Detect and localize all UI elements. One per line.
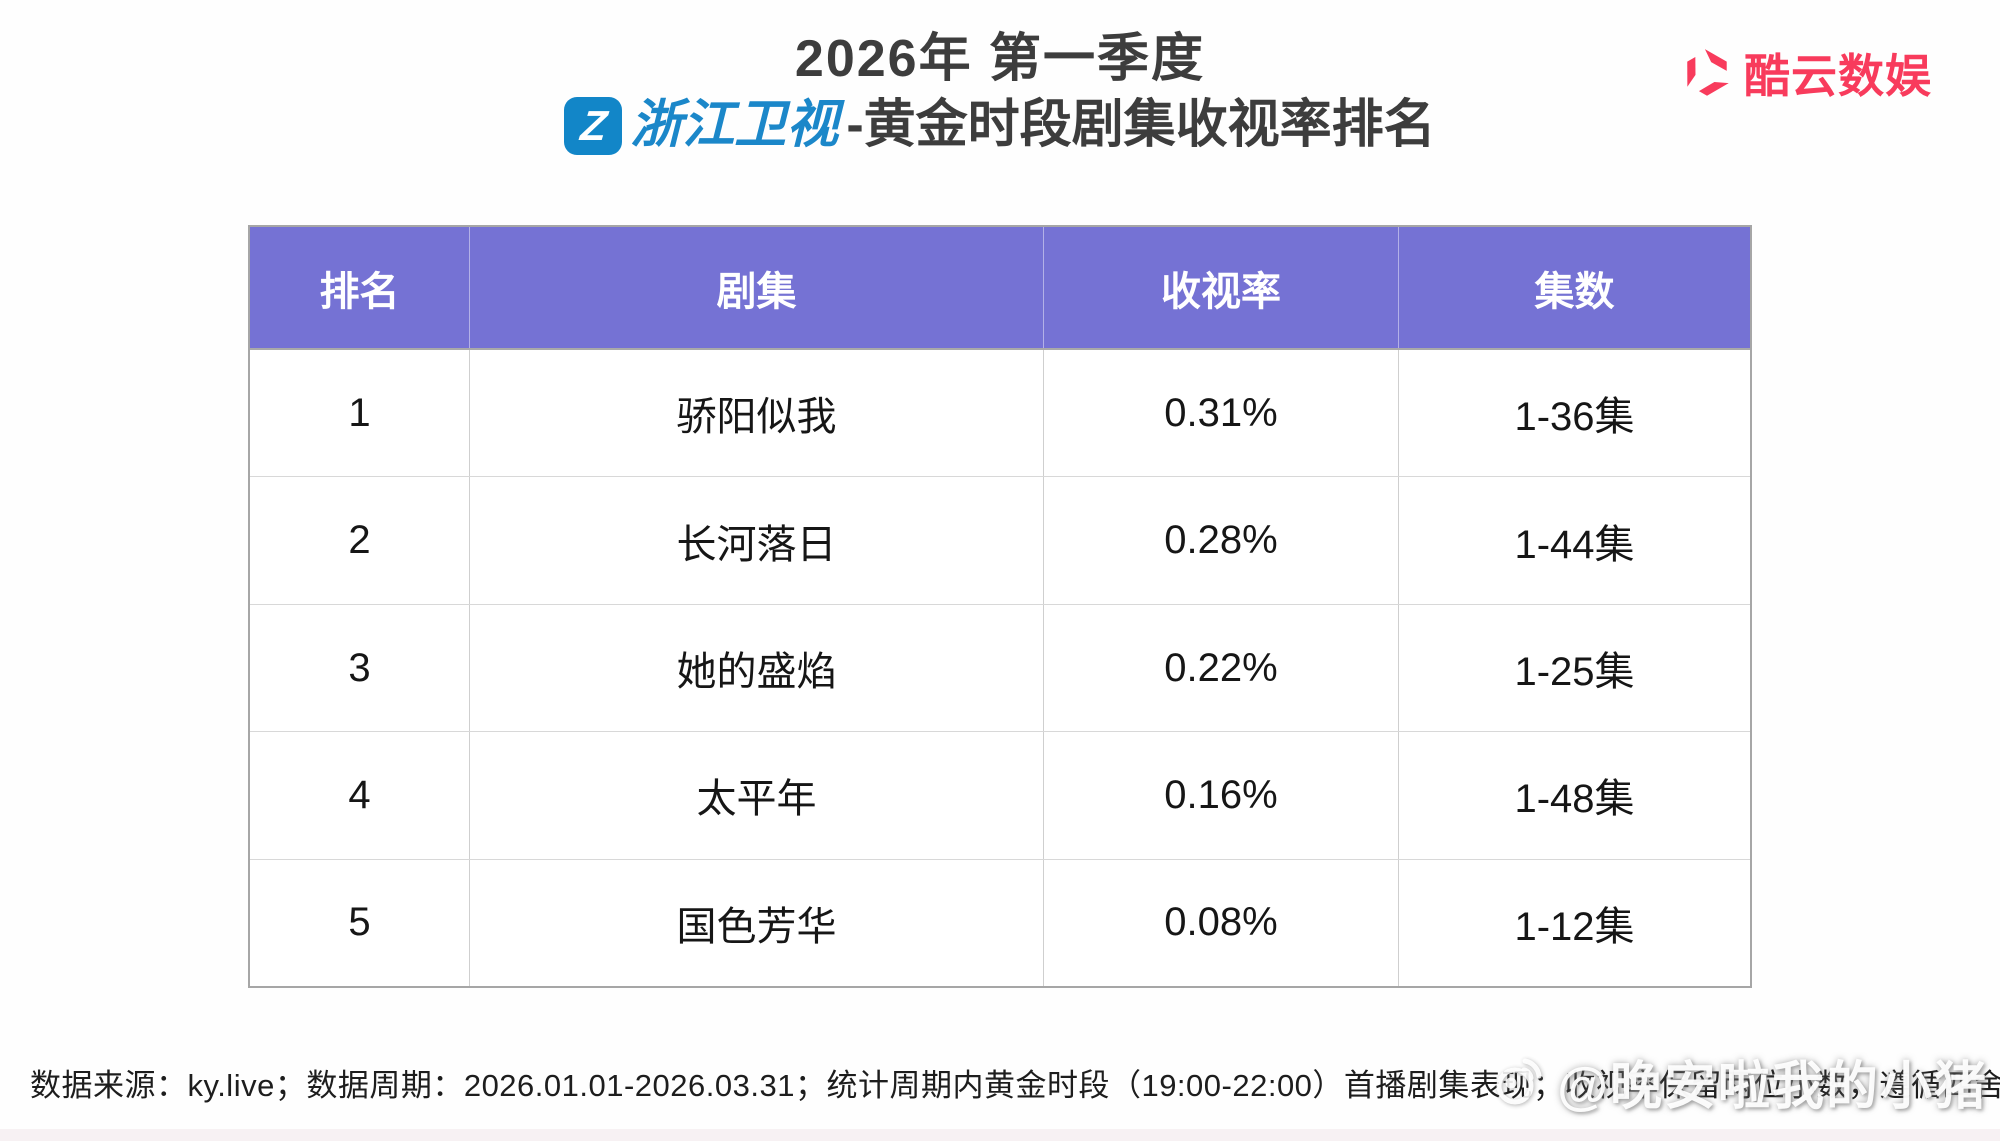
table-header-row: 排名 剧集 收视率 集数 — [250, 227, 1750, 350]
cell-rank: 5 — [250, 859, 470, 987]
table-row: 1 骄阳似我 0.31% 1-36集 — [250, 350, 1750, 478]
cell-episodes: 1-44集 — [1514, 522, 1635, 567]
kuyun-brand-name: 酷云数娱 — [1744, 50, 1932, 102]
bottom-strip — [0, 1129, 2000, 1141]
cell-rank: 1 — [250, 350, 470, 477]
ranking-table: 排名 剧集 收视率 集数 1 骄阳似我 0.31% 1-36集 2 长河落日 0… — [248, 225, 1752, 988]
kuyun-brand: 酷云数娱 — [1680, 40, 1932, 106]
cell-rating: 0.16% — [1044, 732, 1399, 859]
cell-episodes: 1-48集 — [1514, 777, 1635, 822]
kuyun-logo-icon — [1687, 49, 1729, 96]
cell-episodes: 1-36集 — [1514, 395, 1635, 440]
column-header-episodes: 集数 — [1534, 269, 1615, 314]
cell-rating: 0.31% — [1044, 350, 1399, 477]
column-header-rating: 收视率 — [1044, 227, 1399, 348]
page-title-line1: 2026年 第一季度 — [794, 30, 1206, 88]
cell-episodes: 1-12集 — [1514, 904, 1635, 949]
table-row: 3 她的盛焰 0.22% 1-25集 — [250, 604, 1750, 733]
cell-rating: 0.08% — [1044, 859, 1399, 987]
title-block: 2026年 第一季度 Z 浙江卫视 -黄金时段剧集收视率排名 — [0, 28, 2000, 157]
cell-drama: 国色芳华 — [470, 859, 1044, 987]
cell-rating: 0.22% — [1044, 604, 1399, 732]
page-title-line2-text: -黄金时段剧集收视率排名 — [846, 96, 1436, 155]
cell-rating: 0.28% — [1044, 477, 1399, 604]
channel-name: 浙江卫视 — [630, 96, 839, 155]
weibo-icon — [1496, 1058, 1542, 1104]
cell-rank: 4 — [250, 732, 470, 859]
cell-episodes: 1-25集 — [1514, 650, 1635, 695]
watermark-text: @晚安啦我的小猪 — [1557, 1058, 1988, 1116]
zhejiang-tv-logo-icon: Z — [564, 96, 623, 155]
zhejiang-tv-logo-letter: Z — [578, 101, 609, 149]
cell-drama: 她的盛焰 — [470, 604, 1044, 732]
cell-drama: 骄阳似我 — [470, 350, 1044, 477]
column-header-rank: 排名 — [250, 227, 470, 348]
cell-drama: 太平年 — [470, 732, 1044, 859]
cell-rank: 2 — [250, 477, 470, 604]
data-source-note: 数据来源：ky.live；数据周期：2026.01.01-2026.03.31；… — [30, 1068, 2000, 1103]
table-row: 4 太平年 0.16% 1-48集 — [250, 732, 1750, 860]
cell-drama: 长河落日 — [470, 477, 1044, 604]
column-header-drama: 剧集 — [470, 227, 1044, 348]
page-title-line2: Z 浙江卫视 -黄金时段剧集收视率排名 — [0, 94, 2000, 156]
table-row: 5 国色芳华 0.08% 1-12集 — [250, 859, 1750, 987]
watermark: @晚安啦我的小猪 — [1489, 1044, 1988, 1119]
table-row: 2 长河落日 0.28% 1-44集 — [250, 477, 1750, 605]
cell-rank: 3 — [250, 604, 470, 732]
